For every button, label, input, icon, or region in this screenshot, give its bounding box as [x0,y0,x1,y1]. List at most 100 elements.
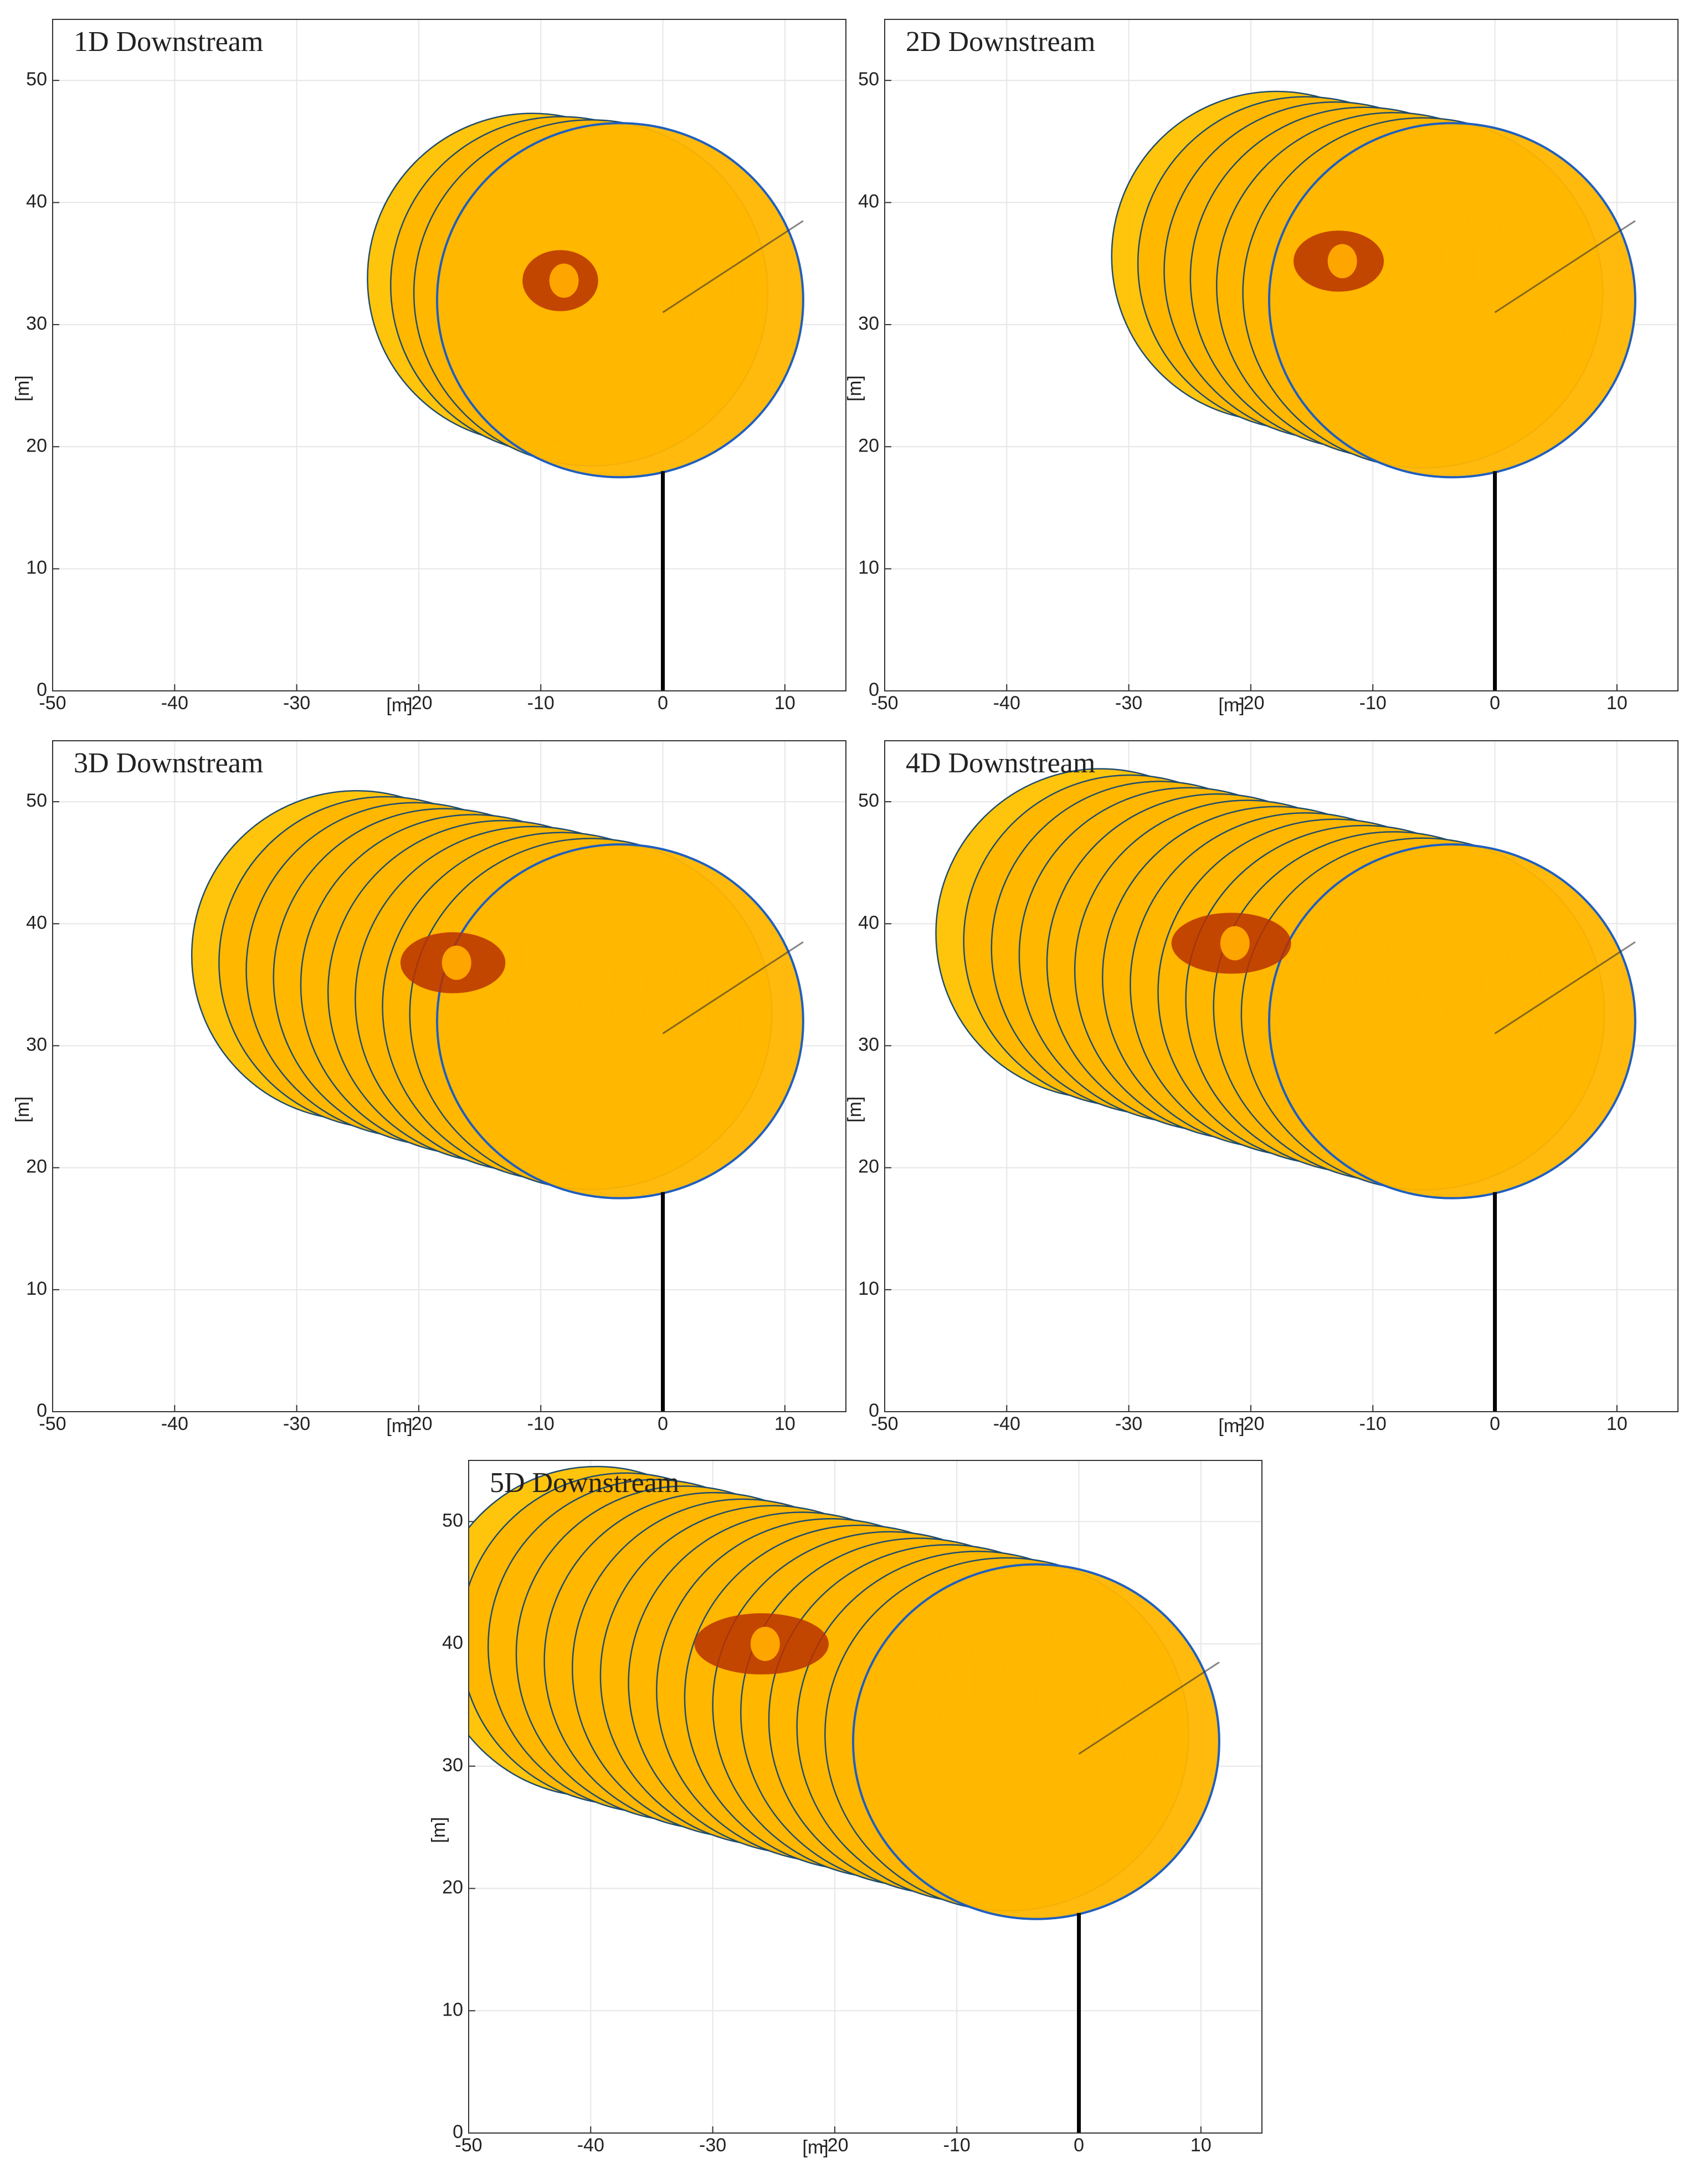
x-tick-label: -40 [993,1413,1020,1434]
y-tick-label: 40 [26,191,47,212]
y-tick-label: 30 [858,313,879,334]
x-tick-label: -10 [1359,1413,1387,1434]
y-tick-label: 40 [858,912,879,933]
x-tick-label: -30 [283,1413,310,1434]
x-tick-label: 10 [1607,693,1628,714]
x-tick-label: -50 [871,693,898,714]
x-tick-label: -10 [1359,693,1387,714]
wake-slice [435,843,804,1199]
x-tick-label: -40 [161,1413,188,1434]
x-tick-label: -40 [993,693,1020,714]
y-tick-label: 50 [858,69,879,90]
x-tick-label: -50 [455,2135,482,2156]
vortex-inner [1220,926,1250,961]
y-axis-label: [m] [844,375,865,401]
chart-title: 2D Downstream [906,26,1095,58]
x-tick-label: -30 [1115,693,1142,714]
x-tick-label: -20 [821,2135,848,2156]
x-axis-label: [m] [802,2137,828,2158]
chart-title: 4D Downstream [906,747,1095,779]
y-tick-label: 20 [858,1156,879,1177]
x-axis-label: [m] [386,1416,412,1437]
panel: -50 -40 -30 -20 -10 0 10 0 10 20 30 40 50 [m] [m] 1D Do… [12,19,846,716]
y-tick-label: 0 [37,679,47,700]
y-tick-label: 50 [442,1510,463,1531]
y-tick-label: 40 [26,912,47,933]
x-tick-label: 10 [1190,2135,1212,2156]
y-axis-label: [m] [428,1817,449,1843]
chart-title: 5D Downstream [490,1467,679,1499]
y-tick-label: 0 [37,1400,47,1421]
chart-title: 3D Downstream [74,747,263,779]
y-axis-label: [m] [12,1096,33,1122]
wake-slice [435,122,804,479]
wake-slice [1267,122,1636,479]
y-tick-label: 30 [442,1755,463,1776]
wake-slice [851,1563,1220,1920]
y-tick-label: 10 [26,1278,47,1299]
vortex-inner [1327,244,1357,279]
wake-region [367,112,804,691]
panel: -50 -40 -30 -20 -10 0 10 0 10 20 30 40 50 [m] [m] 2D Do… [844,19,1679,716]
x-tick-label: 0 [1490,693,1500,714]
x-tick-label: -50 [39,1413,66,1434]
y-tick-label: 50 [858,790,879,811]
x-tick-label: -20 [405,1413,432,1434]
wake-region [935,768,1636,1412]
y-tick-label: 20 [26,1156,47,1177]
y-tick-label: 20 [442,1877,463,1898]
chart-title: 1D Downstream [74,26,263,58]
y-tick-label: 30 [858,1034,879,1055]
axes-box [884,740,1679,1412]
x-tick-label: 0 [658,1413,668,1434]
y-tick-label: 10 [26,557,47,578]
x-tick-label: -20 [405,693,432,714]
x-tick-label: -10 [527,693,555,714]
x-tick-label: 0 [1074,2135,1084,2156]
x-tick-label: -10 [527,1413,555,1434]
x-tick-label: 10 [774,1413,795,1434]
axes-box [468,1460,1262,2134]
x-tick-label: -10 [943,2135,971,2156]
y-tick-label: 0 [869,679,879,700]
axes-box [884,19,1679,691]
x-tick-label: -20 [1237,1413,1264,1434]
y-axis-label: [m] [844,1096,865,1122]
x-axis-label: [m] [1218,695,1244,716]
y-tick-label: 30 [26,313,47,334]
panel: -50 -40 -30 -20 -10 0 10 0 10 20 30 40 50 [m] [m] 4D Do… [844,740,1679,1437]
y-tick-label: 0 [453,2121,463,2142]
blade [662,941,804,1034]
x-tick-label: 10 [774,693,795,714]
y-tick-label: 50 [26,69,47,90]
axes-box [52,19,846,691]
vortex-inner [549,263,579,298]
x-tick-label: -30 [699,2135,726,2156]
y-tick-label: 20 [858,435,879,456]
y-tick-label: 50 [26,790,47,811]
panel: -50 -40 -30 -20 -10 0 10 0 10 20 30 40 50 [m] [m] 3D Do… [12,740,846,1437]
x-tick-label: 0 [1490,1413,1500,1434]
x-axis-label: [m] [1218,1416,1244,1437]
panel: -50 -40 -30 -20 -10 0 10 0 10 20 30 40 50 [m] [m] 5D Do… [428,1460,1262,2158]
vortex-inner [750,1627,780,1661]
wake-region [1111,90,1636,691]
x-tick-label: -30 [1115,1413,1142,1434]
x-tick-label: -40 [577,2135,604,2156]
x-tick-label: -50 [39,693,66,714]
y-tick-label: 10 [858,557,879,578]
y-axis-label: [m] [12,375,33,401]
wake-region [469,1465,1220,2133]
x-tick-label: -30 [283,693,310,714]
wake-region [191,790,804,1412]
x-tick-label: -20 [1237,693,1264,714]
x-tick-label: 10 [1607,1413,1628,1434]
y-tick-label: 40 [858,191,879,212]
blade [1078,1661,1220,1755]
x-axis-label: [m] [386,695,412,716]
y-tick-label: 10 [858,1278,879,1299]
y-tick-label: 40 [442,1632,463,1653]
blade [662,220,804,314]
y-tick-label: 0 [869,1400,879,1421]
